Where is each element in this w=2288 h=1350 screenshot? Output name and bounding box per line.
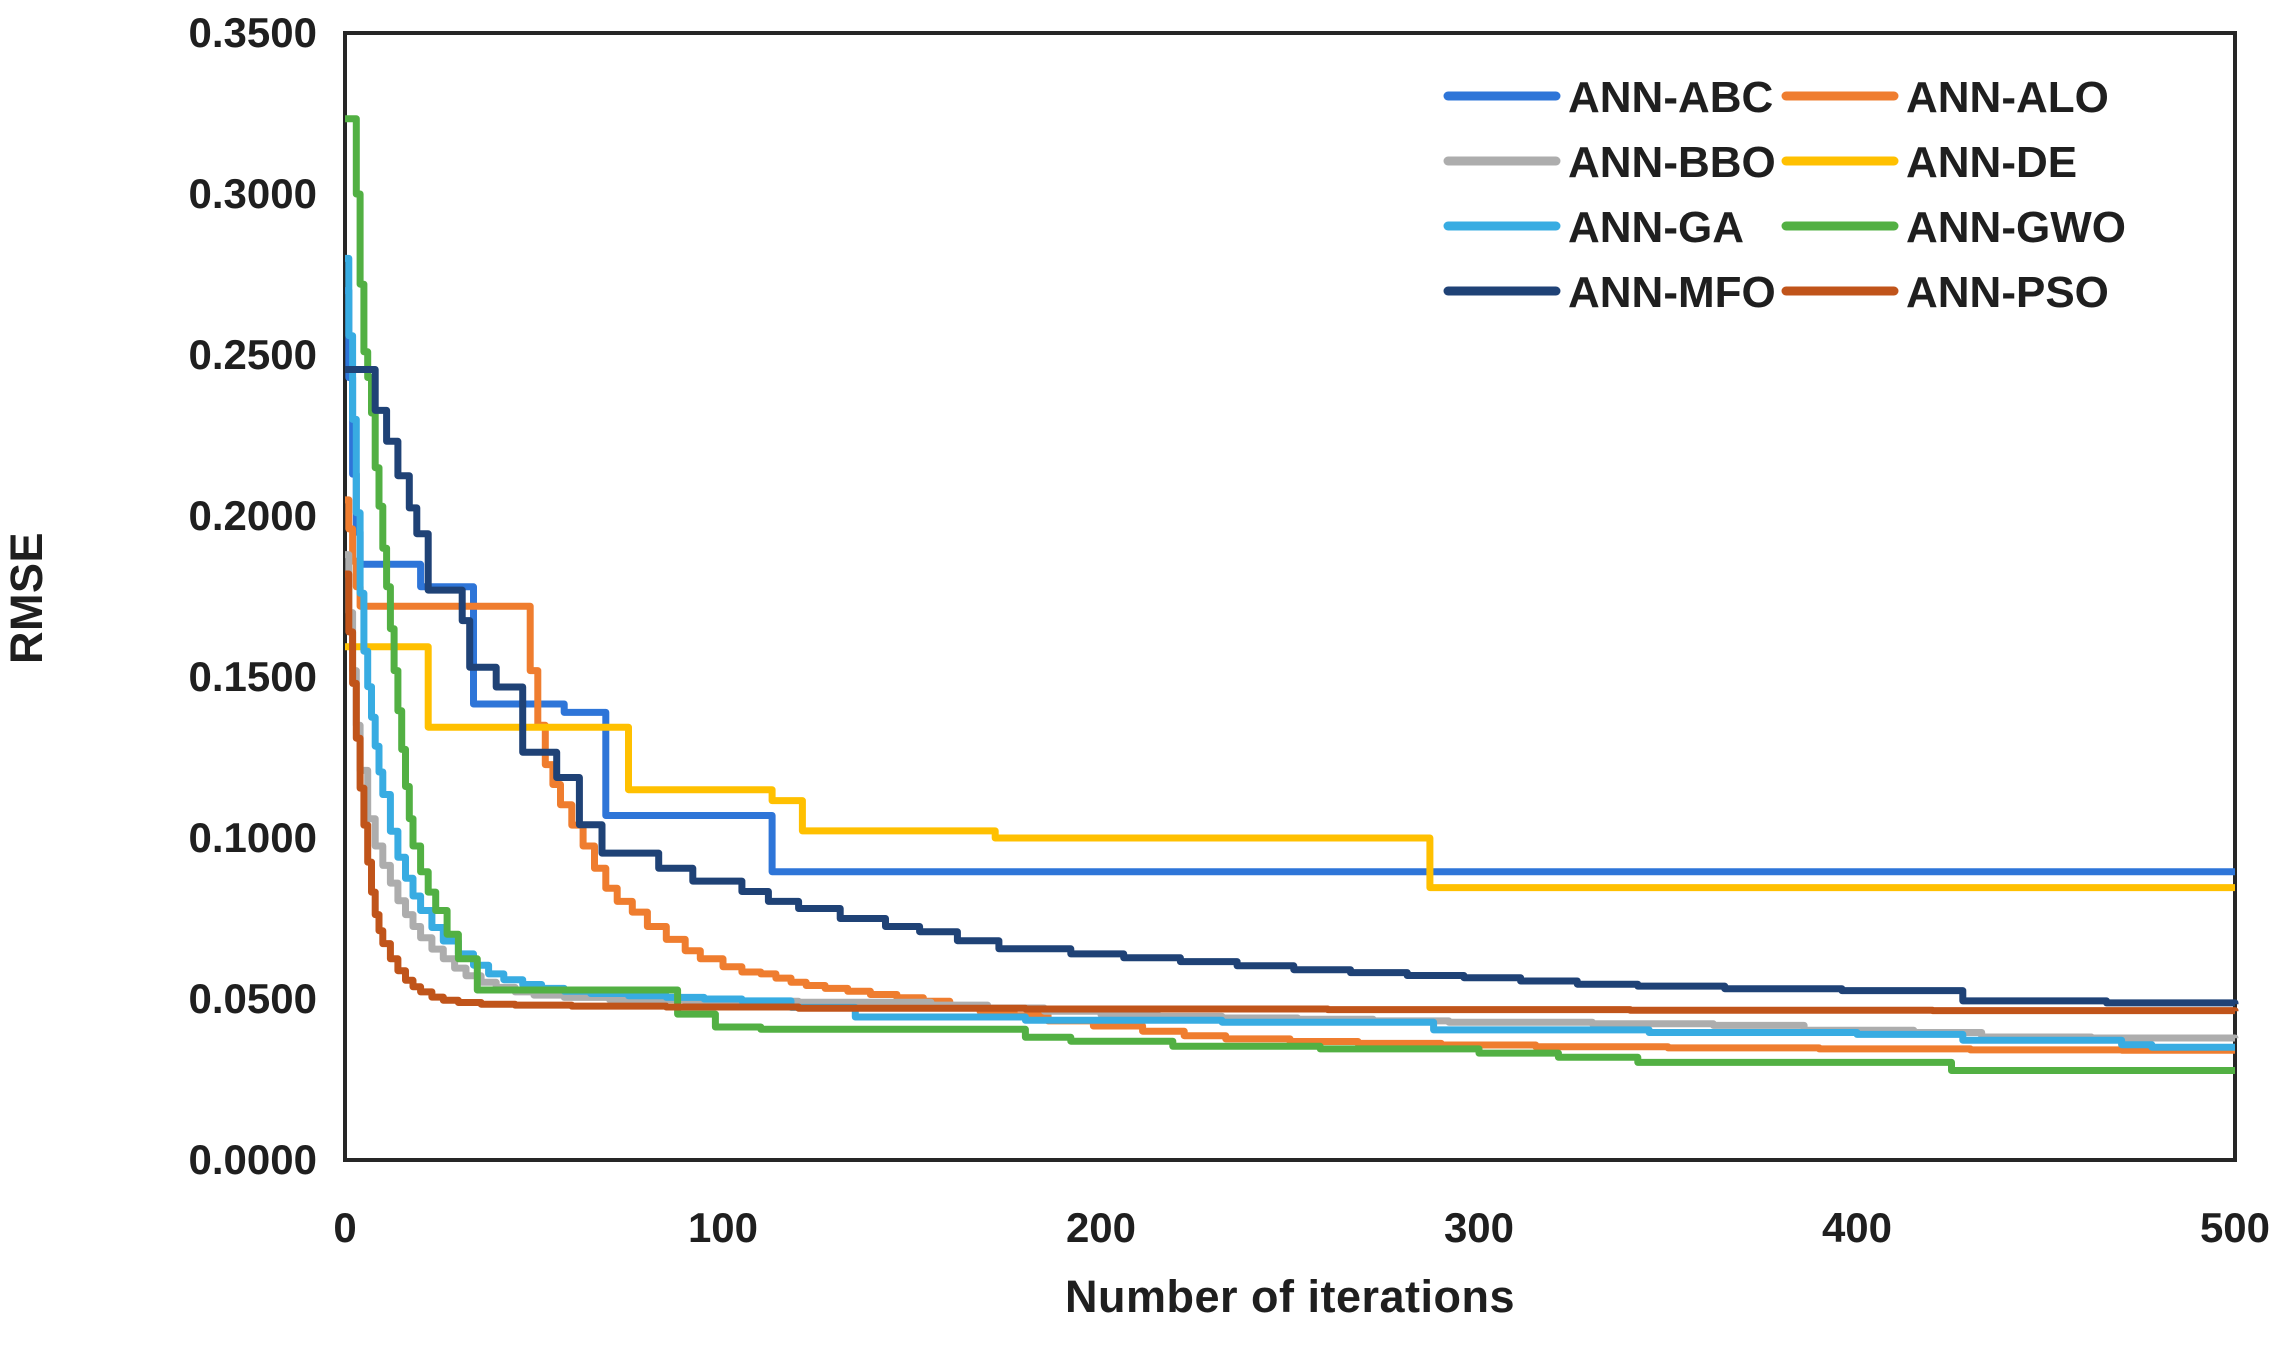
legend-label-ann-ga: ANN-GA [1568, 203, 1744, 252]
y-tick-label: 0.0000 [189, 1136, 317, 1183]
series-line-ann-gwo [345, 115, 2235, 1074]
x-tick-label: 100 [688, 1204, 758, 1251]
plot-background [345, 33, 2235, 1160]
legend-item-ann-alo: ANN-ALO [1781, 73, 2109, 122]
series-line-ann-alo [345, 496, 2235, 1054]
x-tick-label: 500 [2200, 1204, 2270, 1251]
series-line-ann-mfo [345, 366, 2239, 1007]
series-lines [345, 115, 2239, 1074]
legend-item-ann-gwo: ANN-GWO [1781, 203, 2126, 252]
legend-label-ann-alo: ANN-ALO [1906, 73, 2109, 122]
legend-label-ann-gwo: ANN-GWO [1906, 203, 2126, 252]
x-tick-label: 300 [1444, 1204, 1514, 1251]
y-tick-label: 0.2000 [189, 492, 317, 539]
y-tick-label: 0.2500 [189, 331, 317, 378]
legend-item-ann-de: ANN-DE [1781, 138, 2077, 187]
legend-label-ann-abc: ANN-ABC [1568, 73, 1773, 122]
y-axis-tick-labels: 0.0000 0.0500 0.1000 0.1500 0.2000 0.2500 0.30… [189, 9, 317, 1183]
legend-item-ann-bbo: ANN-BBO [1443, 138, 1776, 187]
legend-item-ann-pso: ANN-PSO [1781, 268, 2109, 317]
legend-item-ann-mfo: ANN-MFO [1443, 268, 1776, 317]
y-tick-label: 0.3000 [189, 170, 317, 217]
legend-label-ann-de: ANN-DE [1906, 138, 2077, 187]
legend-label-ann-mfo: ANN-MFO [1568, 268, 1776, 317]
chart-legend: ANN-ABC ANN-ALO ANN-BBO ANN-DE ANN-GA ANN-GWO… [1443, 73, 2126, 317]
series-line-ann-ga [345, 254, 2235, 1051]
y-tick-label: 0.1000 [189, 814, 317, 861]
plot-area [343, 31, 2237, 1162]
legend-item-ann-abc: ANN-ABC [1443, 73, 1773, 122]
y-axis-title: RMSE [1, 532, 52, 664]
series-line-ann-pso [345, 570, 2239, 1015]
legend-item-ann-ga: ANN-GA [1443, 203, 1744, 252]
x-tick-label: 200 [1066, 1204, 1136, 1251]
x-axis-title: Number of iterations [1065, 1271, 1515, 1322]
legend-label-ann-pso: ANN-PSO [1906, 268, 2109, 317]
series-line-ann-bbo [345, 551, 2239, 1042]
y-tick-label: 0.1500 [189, 653, 317, 700]
x-tick-label: 400 [1822, 1204, 1892, 1251]
series-line-ann-de [345, 643, 2235, 892]
plot-border [343, 31, 2237, 1162]
y-tick-label: 0.3500 [189, 9, 317, 56]
y-tick-label: 0.0500 [189, 975, 317, 1022]
legend-label-ann-bbo: ANN-BBO [1568, 138, 1776, 187]
x-tick-label: 0 [333, 1204, 356, 1251]
x-axis-tick-labels: 0 100 200 300 400 500 [333, 1204, 2270, 1251]
